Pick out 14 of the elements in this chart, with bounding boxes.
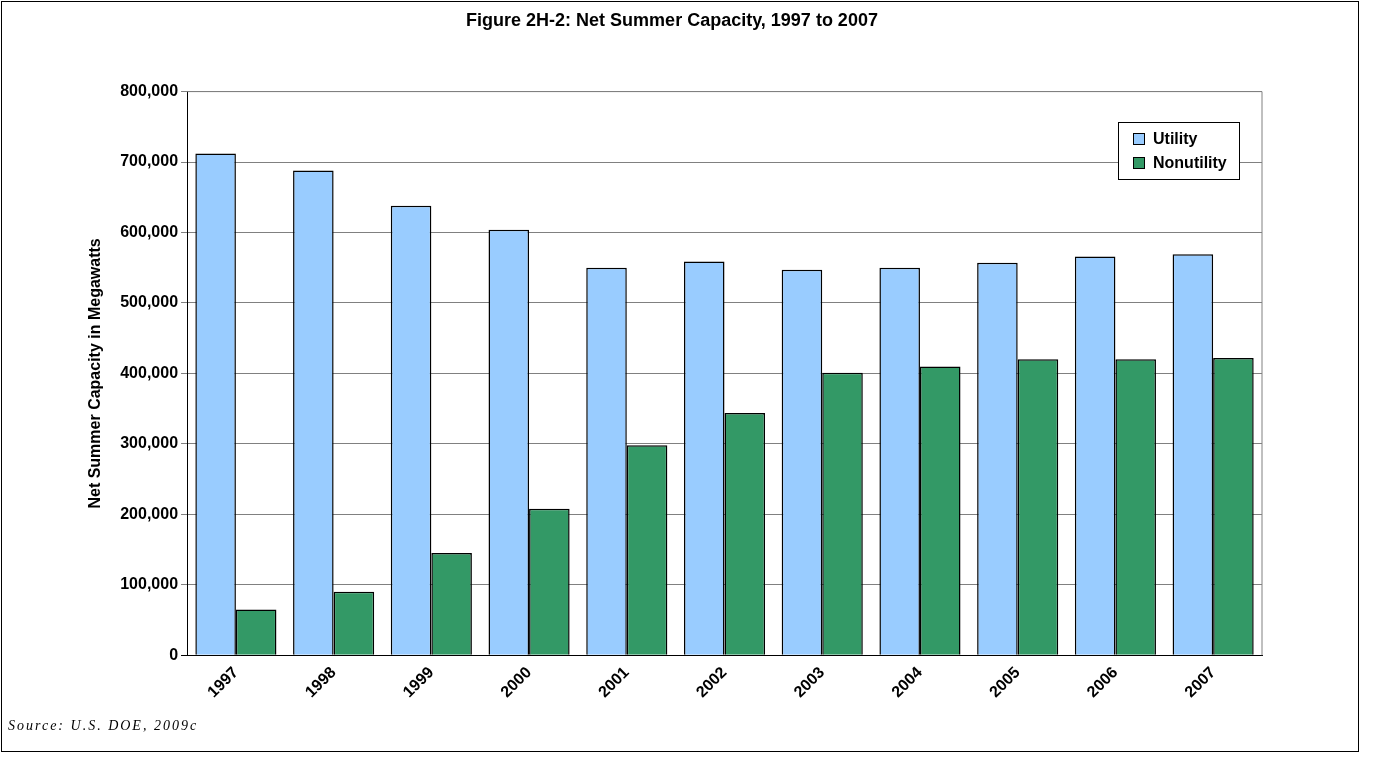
y-tick-label: 200,000 — [120, 504, 179, 522]
y-tick-label: 600,000 — [120, 222, 179, 240]
chart-title: Figure 2H-2: Net Summer Capacity, 1997 to 2007 — [466, 9, 878, 30]
y-tick-label: 300,000 — [120, 434, 179, 452]
y-tick-label: 400,000 — [120, 363, 179, 381]
y-tick-label: 500,000 — [120, 293, 179, 311]
legend-label: Nonutility — [1153, 153, 1227, 173]
y-tick-label: 700,000 — [120, 152, 179, 170]
legend-label: Utility — [1153, 129, 1198, 149]
source-note: Source: U.S. DOE, 2009c — [8, 718, 199, 734]
y-tick-label: 100,000 — [120, 575, 179, 593]
y-tick-label: 0 — [169, 645, 179, 663]
y-axis-title: Net Summer Capacity in Megawatts — [86, 238, 104, 509]
y-tick-label: 800,000 — [120, 82, 179, 100]
